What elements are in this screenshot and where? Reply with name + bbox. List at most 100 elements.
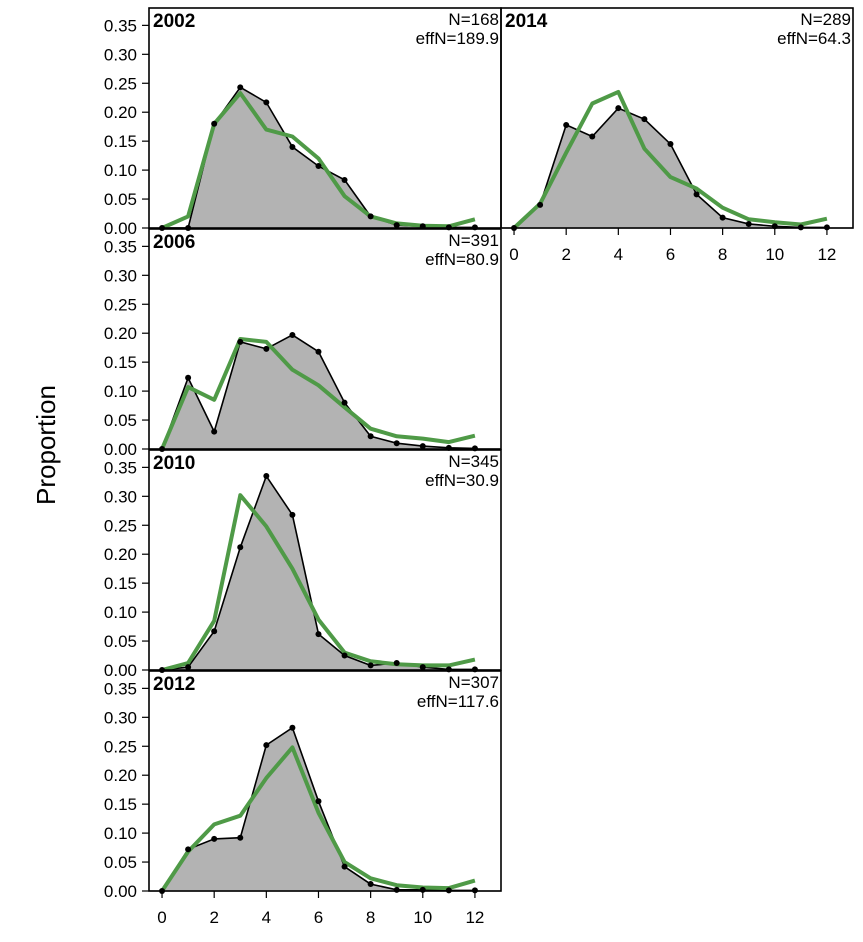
observed-point: [367, 213, 374, 220]
y-tick-label: 0.10: [104, 824, 137, 843]
observed-point: [263, 345, 270, 352]
observed-point: [315, 798, 322, 805]
expected-line: [512, 89, 828, 230]
y-axis-title: Proportion: [31, 385, 61, 505]
observed-point: [667, 141, 674, 148]
observed-point: [237, 834, 244, 841]
observed-point: [367, 433, 374, 440]
observed-point: [419, 443, 426, 450]
effn-label: effN=64.3: [777, 29, 851, 48]
y-tick-label: 0.05: [104, 853, 137, 872]
year-label: 2012: [153, 674, 195, 695]
year-label: 2006: [153, 232, 195, 253]
observed-area: [162, 87, 475, 228]
observed-point: [185, 374, 192, 381]
observed-point: [211, 628, 218, 635]
y-tick-label: 0.25: [104, 74, 137, 93]
x-tick-label: 0: [509, 245, 518, 264]
observed-point: [341, 176, 348, 183]
y-tick-label: 0.30: [104, 45, 137, 64]
x-tick-label: 6: [666, 245, 675, 264]
observed-point: [211, 428, 218, 435]
effn-label: effN=117.6: [417, 692, 499, 711]
effn-label: effN=189.9: [416, 29, 499, 48]
observed-point: [641, 116, 648, 123]
observed-point: [341, 399, 348, 406]
y-tick-label: 0.30: [104, 487, 137, 506]
observed-point: [237, 84, 244, 91]
x-tick-label: 8: [366, 908, 375, 927]
y-tick-label: 0.35: [104, 16, 137, 35]
y-tick-label: 0.25: [104, 737, 137, 756]
panel-frame: [148, 670, 502, 892]
observed-point: [289, 724, 296, 731]
y-tick-label: 0.30: [104, 266, 137, 285]
observed-point: [745, 220, 752, 227]
observed-point: [393, 440, 400, 447]
observed-area: [162, 334, 475, 449]
observed-point: [341, 652, 348, 659]
n-label: N=307: [448, 673, 499, 692]
observed-point: [289, 511, 296, 518]
x-tick-label: 4: [262, 908, 271, 927]
x-tick-label: 12: [817, 245, 836, 264]
y-tick-label: 0.00: [104, 219, 137, 238]
observed-point: [393, 660, 400, 667]
y-tick-label: 0.20: [104, 103, 137, 122]
x-tick-label: 12: [465, 908, 484, 927]
observed-point: [393, 222, 400, 229]
y-tick-label: 0.00: [104, 661, 137, 680]
y-tick-label: 0.15: [104, 353, 137, 372]
y-tick-label: 0.00: [104, 882, 137, 901]
observed-area: [162, 476, 475, 670]
y-tick-label: 0.20: [104, 545, 137, 564]
observed-point: [263, 473, 270, 480]
y-tick-label: 0.15: [104, 574, 137, 593]
year-label: 2010: [153, 453, 195, 474]
observed-point: [211, 835, 218, 842]
y-tick-label: 0.10: [104, 161, 137, 180]
y-tick-label: 0.10: [104, 603, 137, 622]
expected-line: [160, 337, 476, 450]
observed-point: [237, 338, 244, 345]
n-label: N=391: [448, 231, 499, 250]
observed-point: [615, 105, 622, 112]
observed-point: [563, 121, 570, 128]
observed-point: [589, 133, 596, 140]
x-tick-label: 4: [614, 245, 623, 264]
y-tick-label: 0.20: [104, 766, 137, 785]
y-tick-label: 0.20: [104, 324, 137, 343]
observed-point: [237, 544, 244, 551]
y-tick-label: 0.25: [104, 295, 137, 314]
year-label: 2014: [505, 11, 548, 32]
x-tick-label: 6: [314, 908, 323, 927]
y-tick-label: 0.15: [104, 795, 137, 814]
y-tick-label: 0.00: [104, 440, 137, 459]
y-tick-label: 0.05: [104, 411, 137, 430]
observed-point: [289, 143, 296, 150]
observed-point: [185, 846, 192, 853]
observed-point: [263, 742, 270, 749]
n-label: N=168: [448, 10, 499, 29]
observed-point: [315, 348, 322, 355]
y-tick-label: 0.30: [104, 708, 137, 727]
observed-point: [537, 201, 544, 208]
observed-point: [719, 214, 726, 221]
observed-area: [514, 108, 827, 228]
x-tick-label: 10: [765, 245, 784, 264]
observed-point: [185, 664, 192, 671]
panel-frame: [148, 449, 502, 671]
y-tick-label: 0.05: [104, 190, 137, 209]
observed-point: [693, 191, 700, 198]
observed-point: [367, 881, 374, 888]
y-tick-label: 0.35: [104, 679, 137, 698]
observed-point: [315, 631, 322, 638]
x-tick-label: 8: [718, 245, 727, 264]
y-tick-label: 0.35: [104, 237, 137, 256]
y-tick-label: 0.35: [104, 458, 137, 477]
year-label: 2002: [153, 11, 195, 32]
